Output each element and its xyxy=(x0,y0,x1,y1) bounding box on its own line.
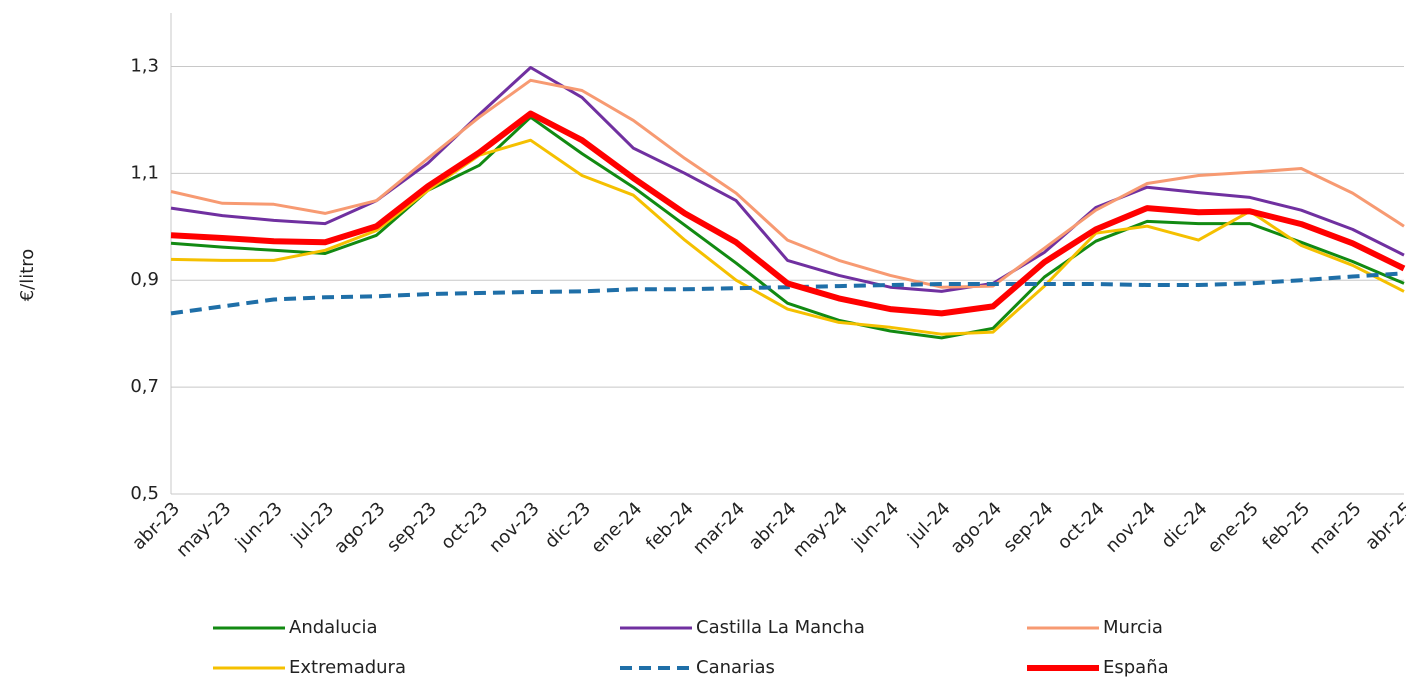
x-tick-label: jun-24 xyxy=(847,498,903,554)
legend-label: Extremadura xyxy=(289,657,406,678)
x-tick-label: abr-25 xyxy=(1361,498,1406,554)
x-tick-label: nov-23 xyxy=(485,498,544,557)
x-tick-label: mar-25 xyxy=(1305,498,1365,558)
y-tick-label: 0,7 xyxy=(130,376,159,397)
legend-label: Murcia xyxy=(1103,617,1163,638)
x-tick-label: sep-24 xyxy=(999,498,1057,556)
line-series xyxy=(170,110,1406,317)
line-series xyxy=(170,66,1405,293)
x-tick-label: dic-23 xyxy=(541,498,595,552)
x-tick-label: may-23 xyxy=(172,498,235,561)
y-tick-label: 0,5 xyxy=(130,483,159,504)
x-tick-label: ago-23 xyxy=(330,498,390,558)
x-tick-label: ene-25 xyxy=(1204,498,1263,557)
legend-label: Castilla La Mancha xyxy=(696,617,865,638)
x-tick-label: mar-24 xyxy=(689,498,749,558)
y-tick-label: 1,3 xyxy=(130,55,159,76)
x-tick-label: feb-24 xyxy=(642,498,698,554)
x-tick-label: dic-24 xyxy=(1157,498,1211,552)
x-tick-label: ago-24 xyxy=(947,498,1007,558)
y-tick-label: 0,9 xyxy=(130,269,159,290)
legend-label: España xyxy=(1103,657,1169,678)
y-axis-label: €/litro xyxy=(17,249,38,302)
x-tick-label: feb-25 xyxy=(1258,498,1314,554)
line-series xyxy=(170,271,1405,316)
line-series xyxy=(170,138,1405,336)
x-tick-label: sep-23 xyxy=(383,498,441,556)
x-tick-label: oct-24 xyxy=(1053,498,1108,553)
x-tick-label: nov-24 xyxy=(1102,498,1161,557)
x-tick-label: oct-23 xyxy=(437,498,492,553)
x-tick-label: jun-23 xyxy=(231,498,287,554)
legend-label: Andalucia xyxy=(289,617,378,638)
x-tick-label: ene-24 xyxy=(587,498,646,557)
x-tick-label: may-24 xyxy=(789,498,852,561)
legend-label: Canarias xyxy=(696,657,775,678)
line-series xyxy=(170,115,1405,340)
line-series xyxy=(170,78,1405,289)
y-tick-label: 1,1 xyxy=(130,162,159,183)
